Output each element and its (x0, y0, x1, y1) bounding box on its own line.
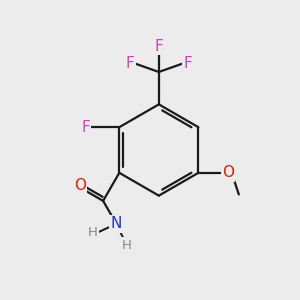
Text: H: H (88, 226, 98, 239)
Text: F: F (183, 56, 192, 70)
Text: O: O (74, 178, 86, 193)
Text: O: O (222, 165, 234, 180)
Text: N: N (111, 216, 122, 231)
Text: F: F (126, 56, 135, 70)
Text: H: H (122, 238, 132, 251)
Text: F: F (154, 39, 163, 54)
Text: F: F (81, 120, 90, 135)
